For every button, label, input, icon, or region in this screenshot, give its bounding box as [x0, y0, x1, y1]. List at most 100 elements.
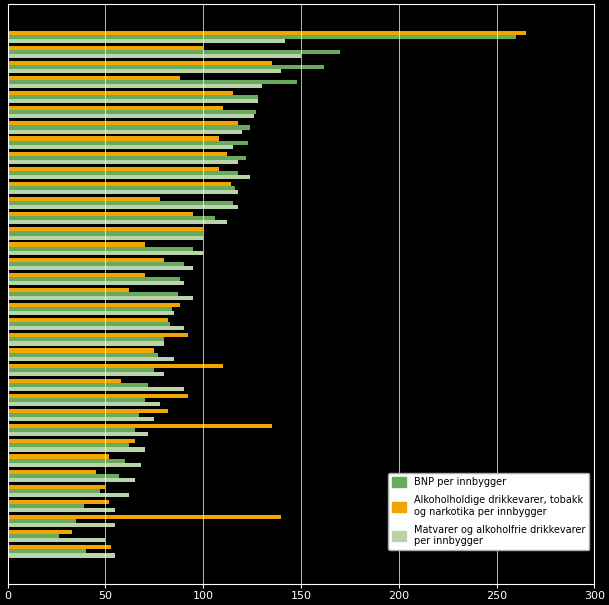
Bar	[8, 122, 238, 125]
Bar	[8, 469, 96, 474]
Bar	[8, 463, 141, 466]
Bar	[8, 95, 258, 99]
Bar	[8, 402, 160, 406]
Bar	[8, 288, 129, 292]
Bar	[8, 439, 135, 443]
Bar	[8, 356, 174, 361]
Bar	[8, 160, 238, 164]
Bar	[8, 80, 297, 84]
Bar	[8, 186, 234, 190]
Bar	[8, 34, 516, 39]
Bar	[8, 474, 119, 478]
Bar	[8, 54, 301, 58]
Bar	[8, 205, 238, 209]
Bar	[8, 341, 164, 345]
Bar	[8, 485, 105, 489]
Bar	[8, 459, 125, 463]
Bar	[8, 530, 72, 534]
Bar	[8, 515, 281, 519]
Bar	[8, 110, 256, 114]
Bar	[8, 307, 172, 311]
Bar	[8, 182, 231, 186]
Bar	[8, 137, 219, 140]
Bar	[8, 39, 286, 43]
Bar	[8, 387, 184, 391]
Bar	[8, 538, 105, 543]
Bar	[8, 212, 194, 216]
Bar	[8, 50, 340, 54]
Bar	[8, 333, 188, 338]
Bar	[8, 171, 238, 175]
Bar	[8, 273, 144, 277]
Bar	[8, 424, 272, 428]
Bar	[8, 318, 168, 322]
Bar	[8, 175, 250, 179]
Legend: BNP per innbygger, Alkoholholdige drikkevarer, tobakk
og narkotika per innbygger: BNP per innbygger, Alkoholholdige drikke…	[388, 473, 590, 550]
Bar	[8, 443, 129, 448]
Bar	[8, 534, 58, 538]
Bar	[8, 364, 223, 368]
Bar	[8, 167, 219, 171]
Bar	[8, 292, 178, 296]
Bar	[8, 129, 242, 134]
Bar	[8, 152, 227, 155]
Bar	[8, 348, 154, 353]
Bar	[8, 326, 184, 330]
Bar	[8, 216, 215, 220]
Bar	[8, 379, 121, 383]
Bar	[8, 433, 149, 436]
Bar	[8, 554, 115, 558]
Bar	[8, 493, 129, 497]
Bar	[8, 508, 115, 512]
Bar	[8, 235, 203, 240]
Bar	[8, 197, 160, 201]
Bar	[8, 504, 84, 508]
Bar	[8, 523, 115, 528]
Bar	[8, 311, 174, 315]
Bar	[8, 545, 111, 549]
Bar	[8, 201, 233, 205]
Bar	[8, 277, 180, 281]
Bar	[8, 428, 135, 433]
Bar	[8, 91, 233, 95]
Bar	[8, 60, 272, 65]
Bar	[8, 409, 168, 413]
Bar	[8, 296, 194, 300]
Bar	[8, 140, 248, 145]
Bar	[8, 247, 194, 250]
Bar	[8, 145, 233, 149]
Bar	[8, 227, 203, 232]
Bar	[8, 262, 184, 266]
Bar	[8, 413, 139, 417]
Bar	[8, 155, 246, 160]
Bar	[8, 266, 194, 270]
Bar	[8, 454, 110, 459]
Bar	[8, 353, 158, 356]
Bar	[8, 30, 526, 34]
Bar	[8, 489, 100, 493]
Bar	[8, 258, 164, 262]
Bar	[8, 250, 203, 255]
Bar	[8, 417, 154, 421]
Bar	[8, 478, 135, 482]
Bar	[8, 338, 164, 341]
Bar	[8, 125, 250, 129]
Bar	[8, 106, 223, 110]
Bar	[8, 190, 238, 194]
Bar	[8, 371, 164, 376]
Bar	[8, 65, 325, 69]
Bar	[8, 368, 154, 371]
Bar	[8, 383, 149, 387]
Bar	[8, 84, 262, 88]
Bar	[8, 322, 170, 326]
Bar	[8, 303, 180, 307]
Bar	[8, 448, 144, 451]
Bar	[8, 99, 258, 103]
Bar	[8, 232, 203, 235]
Bar	[8, 398, 144, 402]
Bar	[8, 243, 144, 247]
Bar	[8, 500, 110, 504]
Bar	[8, 549, 86, 554]
Bar	[8, 69, 281, 73]
Bar	[8, 220, 227, 224]
